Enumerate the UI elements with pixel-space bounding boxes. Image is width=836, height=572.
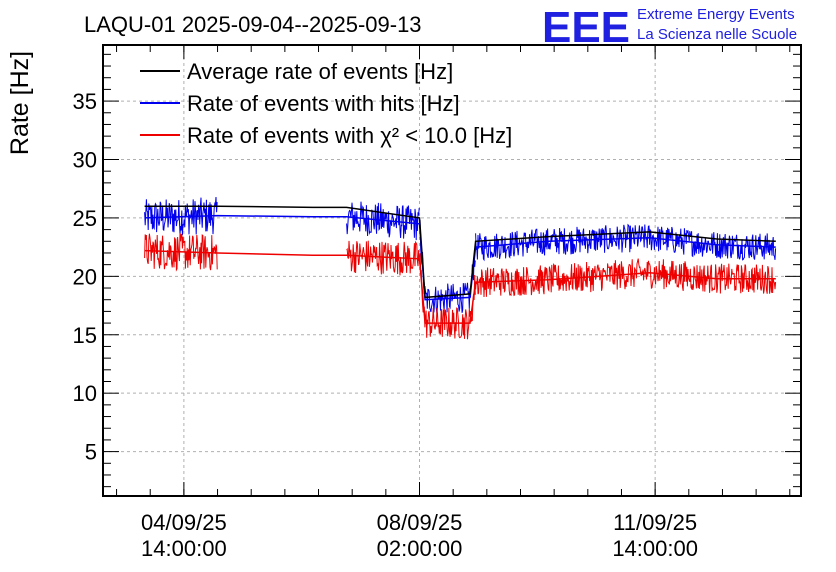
y-tick-label: 30 [73, 148, 97, 173]
eee-logo-line2: La Scienza nelle Scuole [637, 26, 797, 43]
series-noise-hits [475, 223, 777, 262]
eee-logo-line1: Extreme Energy Events [637, 6, 795, 23]
legend-label-chi2: Rate of events with χ² < 10.0 [Hz] [187, 123, 512, 148]
legend-label-hits: Rate of events with hits [Hz] [187, 91, 460, 116]
y-tick-label: 20 [73, 264, 97, 289]
eee-logo-text: EEE [542, 3, 630, 52]
series-noise-hits [144, 196, 218, 236]
y-axis-label: Rate [Hz] [6, 51, 34, 155]
x-tick-label-date: 04/09/25 [141, 510, 227, 535]
y-tick-label: 25 [73, 206, 97, 231]
series-chi2 [144, 233, 777, 340]
series-noise-chi2 [475, 258, 777, 298]
y-tick-label: 10 [73, 381, 97, 406]
legend: Average rate of events [Hz] Rate of event… [140, 59, 512, 148]
series-noise-hits [346, 201, 420, 241]
chart-title: LAQU-01 2025-09-04--2025-09-13 [84, 12, 422, 37]
series-noise-chi2 [144, 233, 218, 272]
axis-ticks: 510152025303504/09/2514:00:0008/09/2502:… [73, 45, 801, 561]
series-average [144, 205, 776, 299]
y-tick-label: 5 [85, 440, 97, 465]
x-tick-label-time: 14:00:00 [141, 536, 227, 561]
eee-logo: EEE Extreme Energy Events La Scienza nel… [542, 3, 797, 52]
x-tick-label-date: 11/09/25 [613, 510, 697, 535]
series-line-chi2 [144, 249, 776, 324]
plot-frame [102, 44, 802, 497]
x-tick-label-time: 02:00:00 [377, 536, 463, 561]
series-hits [144, 196, 777, 314]
series-noise-hits [419, 219, 476, 314]
y-tick-label: 15 [73, 323, 97, 348]
y-tick-label: 35 [73, 89, 97, 114]
legend-label-average: Average rate of events [Hz] [187, 59, 453, 84]
series-noise-chi2 [419, 253, 476, 340]
series-line-average [144, 205, 776, 299]
x-tick-label-date: 08/09/25 [377, 510, 463, 535]
series-noise-chi2 [346, 240, 420, 276]
x-tick-label-time: 14:00:00 [612, 536, 698, 561]
grid-lines [103, 45, 801, 496]
series-layer [144, 196, 777, 340]
